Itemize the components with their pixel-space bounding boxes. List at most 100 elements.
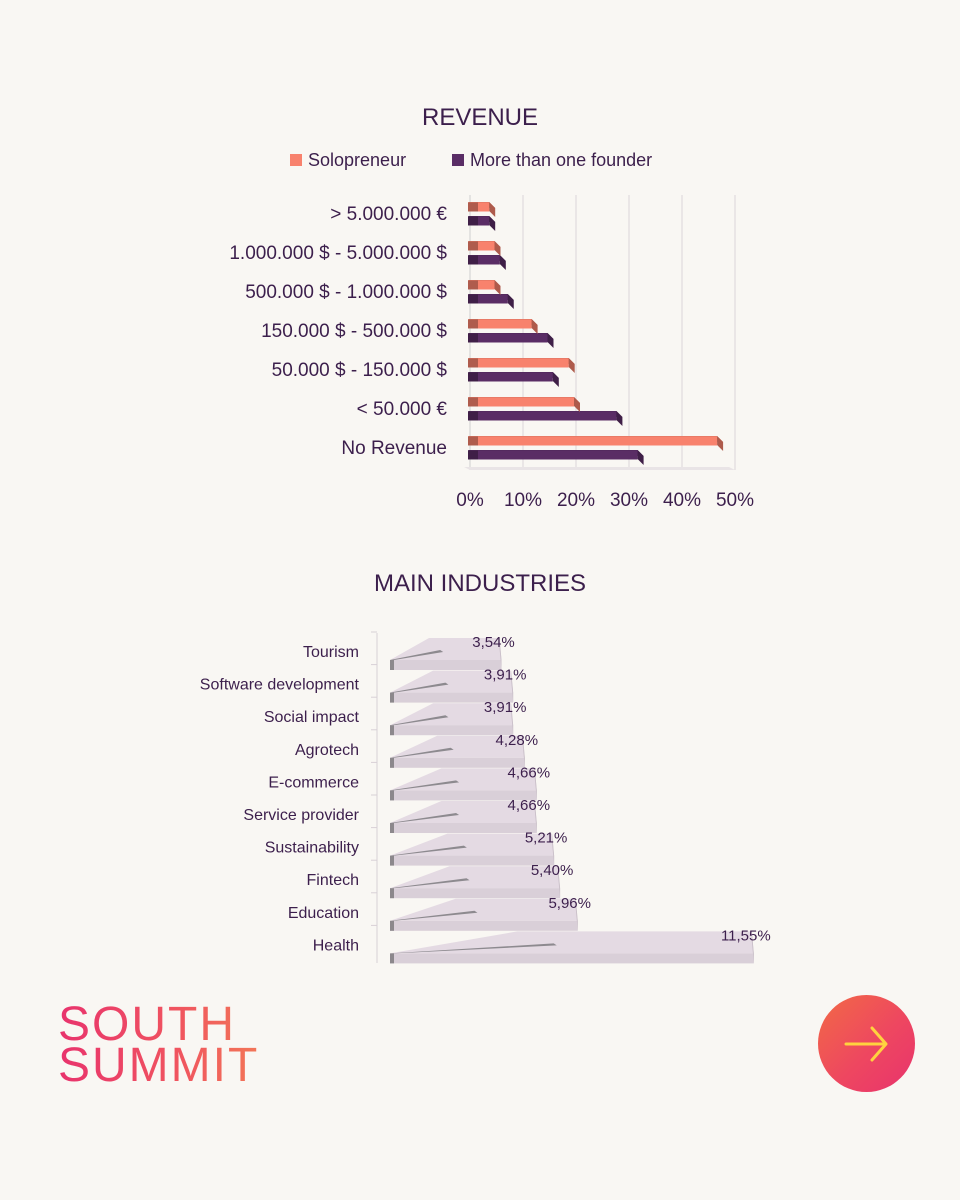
bar-front-face (468, 397, 574, 407)
logo-line-1: SOUTH (58, 1001, 259, 1049)
bar-side-face (547, 333, 554, 348)
bar-side-face (489, 216, 496, 231)
data-label: 3,54% (472, 634, 515, 651)
bar-shadow (390, 682, 449, 693)
arrow-right-icon (844, 1026, 887, 1061)
bar-shadow (468, 333, 478, 343)
bar-left-edge (390, 725, 394, 736)
bar-left-edge (390, 823, 394, 833)
bar-front-face (390, 823, 537, 833)
bar-side-face (489, 202, 496, 217)
bar-solopreneur (468, 241, 501, 256)
bar-shadow (468, 202, 478, 212)
bar-left-edge (390, 855, 394, 866)
bar-side-face (534, 801, 537, 833)
bar-shadow (468, 216, 478, 226)
bar-more-than-one-founder (468, 333, 554, 348)
bar-left-edge (390, 953, 394, 964)
y-category-label: Health (313, 937, 359, 954)
bar-shadow (468, 372, 478, 382)
bar-solopreneur (468, 436, 724, 451)
bar-front-face (468, 358, 569, 368)
y-category-label: Software development (200, 677, 360, 694)
chart-floor (464, 467, 735, 470)
x-tick-label: 50% (716, 490, 754, 511)
bar-front-face (468, 436, 718, 446)
bar-side-face (552, 833, 555, 866)
bar-shadow (468, 255, 478, 265)
bar-front-face (468, 241, 495, 251)
bar-front-face (390, 725, 514, 736)
bar-side-face (511, 670, 514, 703)
bar-side-face (575, 898, 578, 931)
bar-shadow (468, 294, 478, 304)
revenue-title: REVENUE (422, 104, 538, 131)
x-tick-label: 40% (663, 490, 701, 511)
bar-shadow (390, 813, 460, 823)
bar-front-face (390, 888, 561, 899)
bar-side-face (507, 294, 514, 309)
data-label: 5,40% (531, 862, 574, 879)
bar-shadow (468, 358, 478, 368)
industry-bar (390, 638, 502, 670)
y-category-label: No Revenue (341, 438, 447, 459)
industry-bar (390, 866, 561, 899)
next-button[interactable] (818, 995, 915, 1092)
y-category-label: Fintech (307, 872, 359, 889)
bar-left-edge (390, 920, 394, 931)
bar-shadow (468, 411, 478, 421)
bar-shadow (390, 715, 449, 726)
bar-front-face (468, 255, 500, 265)
data-label: 3,91% (484, 667, 527, 684)
bar-more-than-one-founder (468, 294, 514, 309)
bar-side-face (717, 436, 724, 451)
bar-side-face (751, 931, 754, 964)
logo-line-2: SUMMIT (58, 1039, 260, 1092)
bar-left-edge (390, 757, 394, 768)
y-category-label: 150.000 $ - 500.000 $ (261, 321, 447, 342)
y-category-label: Agrotech (295, 742, 359, 759)
bar-side-face (531, 319, 538, 334)
bar-front-face (390, 660, 502, 670)
bar-side-face (568, 358, 575, 373)
y-category-label: E-commerce (268, 774, 359, 791)
bar-front-face (468, 216, 490, 226)
bar-shadow (390, 650, 444, 660)
industry-bar (390, 768, 537, 801)
bar-front-face (390, 855, 555, 866)
y-category-label: Sustainability (265, 840, 359, 857)
bar-front-face (390, 790, 537, 801)
industry-bar (390, 735, 525, 768)
bar-shadow (390, 780, 460, 791)
bar-shadow (468, 436, 478, 446)
bar-shadow (468, 319, 478, 329)
bar-more-than-one-founder (468, 372, 559, 387)
south-summit-logo: SOUTH SUMMIT (58, 1001, 260, 1092)
bar-left-edge (390, 660, 394, 670)
bar-side-face (552, 372, 559, 387)
legend-label-0: Solopreneur (308, 150, 406, 170)
bar-side-face (637, 450, 644, 465)
y-category-label: < 50.000 € (357, 399, 448, 420)
bar-front-face (468, 333, 548, 343)
bar-shadow (468, 450, 478, 460)
bar-front-face (468, 450, 638, 460)
data-label: 4,28% (496, 732, 539, 749)
legend-swatch-0 (290, 154, 302, 166)
bar-shadow (390, 845, 467, 856)
bar-left-edge (390, 790, 394, 801)
bar-solopreneur (468, 280, 501, 295)
bar-solopreneur (468, 319, 538, 334)
bar-shadow (390, 943, 557, 954)
bar-front-face (390, 953, 754, 964)
bar-solopreneur (468, 397, 580, 412)
revenue-chart: REVENUE Solopreneur More than one founder 0… (229, 104, 754, 511)
bar-front-face (390, 692, 514, 703)
bar-side-face (534, 768, 537, 801)
data-label: 5,96% (548, 895, 591, 912)
legend-swatch-1 (452, 154, 464, 166)
bar-front-face (468, 280, 495, 290)
legend-label-1: More than one founder (470, 150, 652, 170)
bar-side-face (494, 280, 501, 295)
data-label: 11,55% (721, 927, 771, 944)
